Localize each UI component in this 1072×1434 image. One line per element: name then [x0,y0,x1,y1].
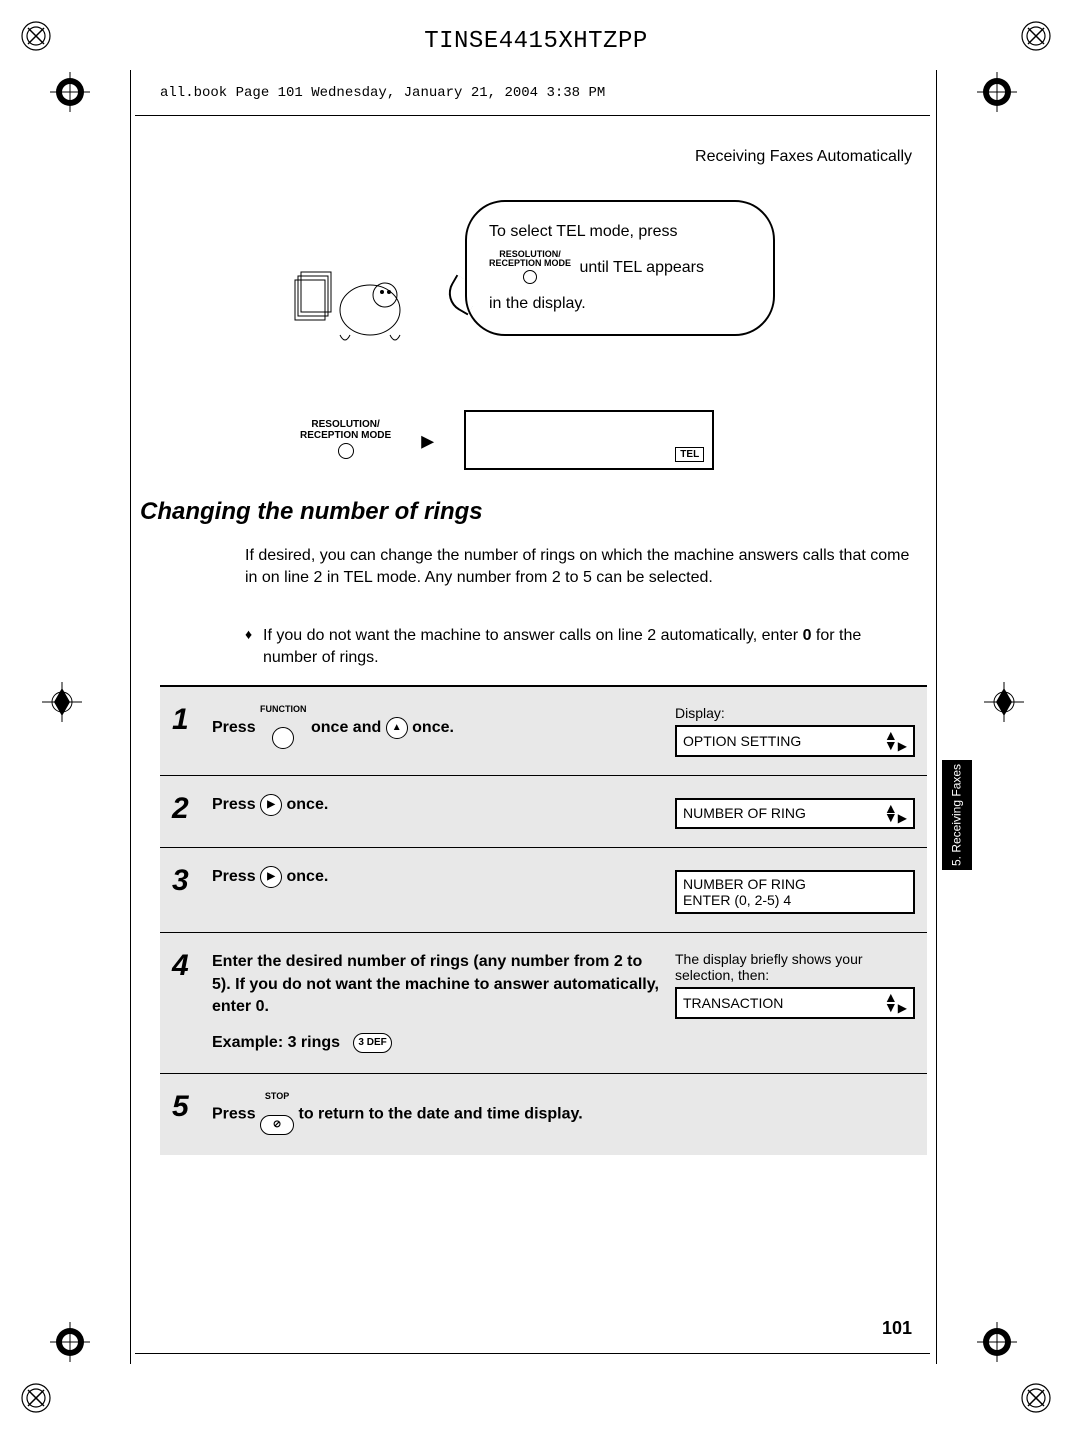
registration-mark-icon [984,682,1024,722]
page-number: 101 [882,1318,912,1339]
step-instruction: Press ▶ once. [212,866,675,914]
digit-3-key-icon: 3 DEF [353,1033,391,1053]
corner-screw-icon [1018,18,1054,54]
step-row: 4 Enter the desired number of rings (any… [160,932,927,1073]
document-code: TINSE4415XHTZPP [424,28,648,55]
step-row: 1 Press FUNCTION once and ▲ once. Displa… [160,685,927,775]
registration-mark-icon [42,682,82,722]
tel-badge: TEL [675,447,704,462]
step-display-col: NUMBER OF RING ENTER (0, 2-5) 4 [675,866,915,914]
display-pretext: The display briefly shows your selection… [675,951,915,983]
registration-mark-icon [50,72,90,112]
step-row: 3 Press ▶ once. NUMBER OF RING ENTER (0,… [160,847,927,932]
function-key-icon: FUNCTION [260,705,307,750]
mascot-illustration [290,250,420,350]
display-label: Display: [675,705,915,721]
updown-icon: ▲▼▶ [884,731,907,751]
speech-line-2: until TEL appears [579,259,704,276]
chapter-tab: 5. Receiving Faxes [942,760,972,870]
section-title: Changing the number of rings [140,498,483,526]
step-instruction: Enter the desired number of rings (any n… [212,951,675,1055]
mode-to-display-row: RESOLUTION/ RECEPTION MODE ▸ TEL [300,400,840,480]
right-key-icon: ▶ [260,866,282,888]
step-number: 2 [172,794,212,830]
corner-screw-icon [18,18,54,54]
step-number: 4 [172,951,212,1055]
updown-icon: ▲▼▶ [884,804,907,824]
speech-bubble: To select TEL mode, press RESOLUTION/ RE… [465,200,775,336]
intro-paragraph: If desired, you can change the number of… [245,545,910,588]
registration-mark-icon [977,1322,1017,1362]
step-number: 5 [172,1092,212,1137]
reception-mode-key-icon: RESOLUTION/ RECEPTION MODE [300,419,391,462]
top-rule [135,115,930,116]
source-file-meta: all.book Page 101 Wednesday, January 21,… [160,85,605,101]
running-header: Receiving Faxes Automatically [695,148,912,166]
arrow-right-icon: ▸ [421,425,434,456]
registration-mark-icon [50,1322,90,1362]
step-display-col: NUMBER OF RING ▲▼▶ [675,794,915,830]
step-display-col: The display briefly shows your selection… [675,951,915,1055]
right-key-icon: ▶ [260,794,282,816]
stop-key-icon: STOP ⊘ [260,1092,294,1137]
illustration-area: To select TEL mode, press RESOLUTION/ RE… [270,200,870,400]
step-instruction: Press FUNCTION once and ▲ once. [212,705,675,757]
lcd-display: TEL [464,410,714,470]
step-number: 1 [172,705,212,757]
steps-table: 1 Press FUNCTION once and ▲ once. Displa… [160,685,927,1155]
speech-line-1: To select TEL mode, press [489,220,751,244]
display-readout: NUMBER OF RING ENTER (0, 2-5) 4 [675,870,915,914]
up-key-icon: ▲ [386,717,408,739]
bottom-rule [135,1353,930,1354]
display-readout: NUMBER OF RING ▲▼▶ [675,798,915,830]
step-row: 5 Press STOP ⊘ to return to the date and… [160,1073,927,1155]
step-instruction: Press STOP ⊘ to return to the date and t… [212,1092,915,1137]
reception-mode-key-icon: RESOLUTION/ RECEPTION MODE [489,250,571,286]
step-display-col: Display: OPTION SETTING ▲▼▶ [675,705,915,757]
step-instruction: Press ▶ once. [212,794,675,830]
step-number: 3 [172,866,212,914]
speech-line-3: in the display. [489,292,751,316]
display-readout: OPTION SETTING ▲▼▶ [675,725,915,757]
registration-mark-icon [977,72,1017,112]
bullet-note: If you do not want the machine to answer… [245,625,910,668]
corner-screw-icon [18,1380,54,1416]
corner-screw-icon [1018,1380,1054,1416]
display-readout: TRANSACTION ▲▼▶ [675,987,915,1019]
updown-icon: ▲▼▶ [884,993,907,1013]
step-row: 2 Press ▶ once. NUMBER OF RING ▲▼▶ [160,775,927,848]
